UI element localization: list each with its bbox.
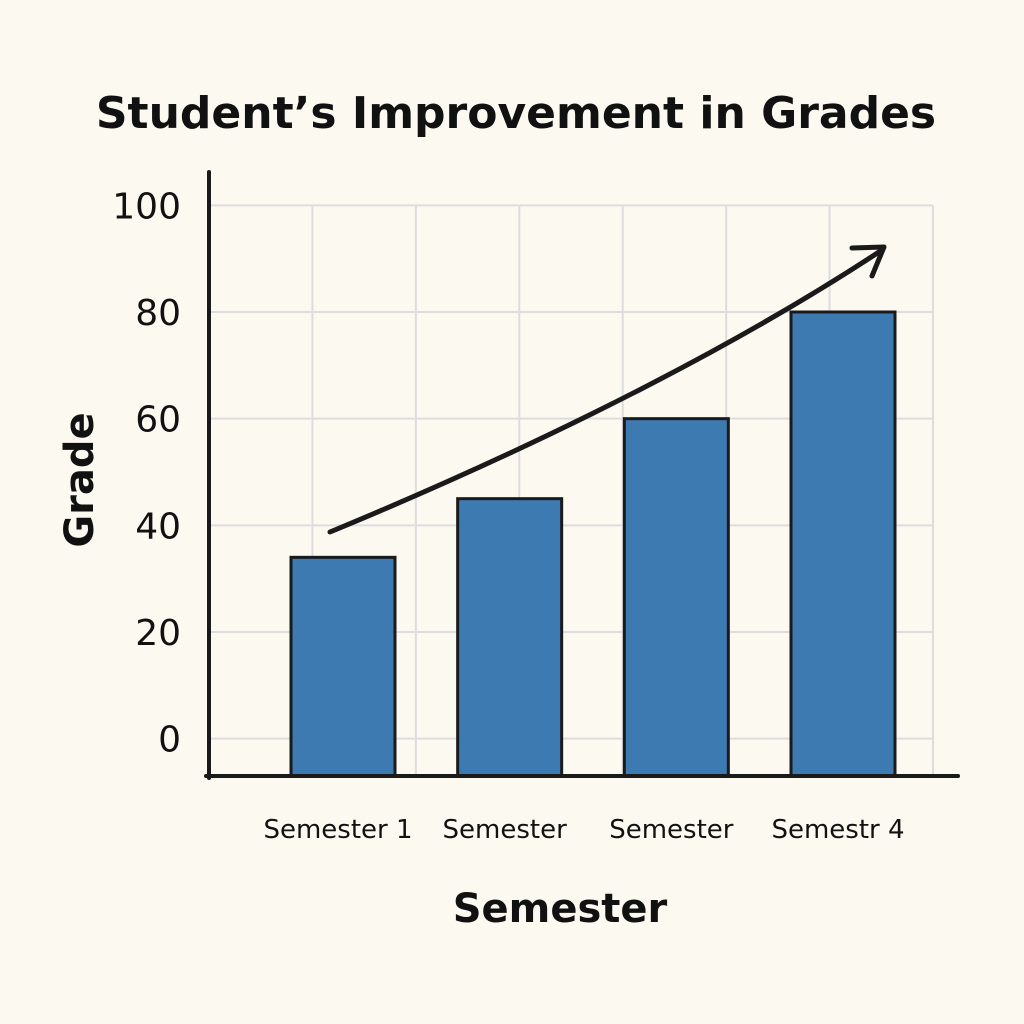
bar-4 <box>789 310 897 778</box>
x-tick-label-4: Semestr 4 <box>771 815 904 845</box>
bar-3 <box>622 417 730 778</box>
trend-arrow-head <box>849 244 887 279</box>
x-tick-label-3: Semester <box>609 815 734 845</box>
y-tick-label-4: 80 <box>135 293 181 334</box>
y-axis-title: Grade <box>57 412 103 547</box>
y-tick-label-3: 60 <box>135 400 181 441</box>
x-tick-label-1: Semester 1 <box>263 815 412 845</box>
trend-arrow <box>327 244 887 535</box>
bars <box>289 310 897 778</box>
bar-2 <box>456 497 564 778</box>
y-tick-label-1: 20 <box>135 613 181 654</box>
trend-arrow-line <box>327 247 885 535</box>
y-tick-label-5: 100 <box>112 186 181 227</box>
x-axis-title: Semester <box>453 886 668 932</box>
y-tick-label-0: 0 <box>158 720 181 761</box>
bar-1 <box>289 555 397 778</box>
y-tick-labels: 0 20 40 60 80 100 <box>112 186 181 760</box>
chart-title: Student’s Improvement in Grades <box>96 88 936 139</box>
x-tick-labels: Semester 1 Semester Semester Semestr 4 <box>263 815 904 845</box>
y-tick-label-2: 40 <box>135 506 181 547</box>
x-tick-label-2: Semester <box>443 815 568 845</box>
